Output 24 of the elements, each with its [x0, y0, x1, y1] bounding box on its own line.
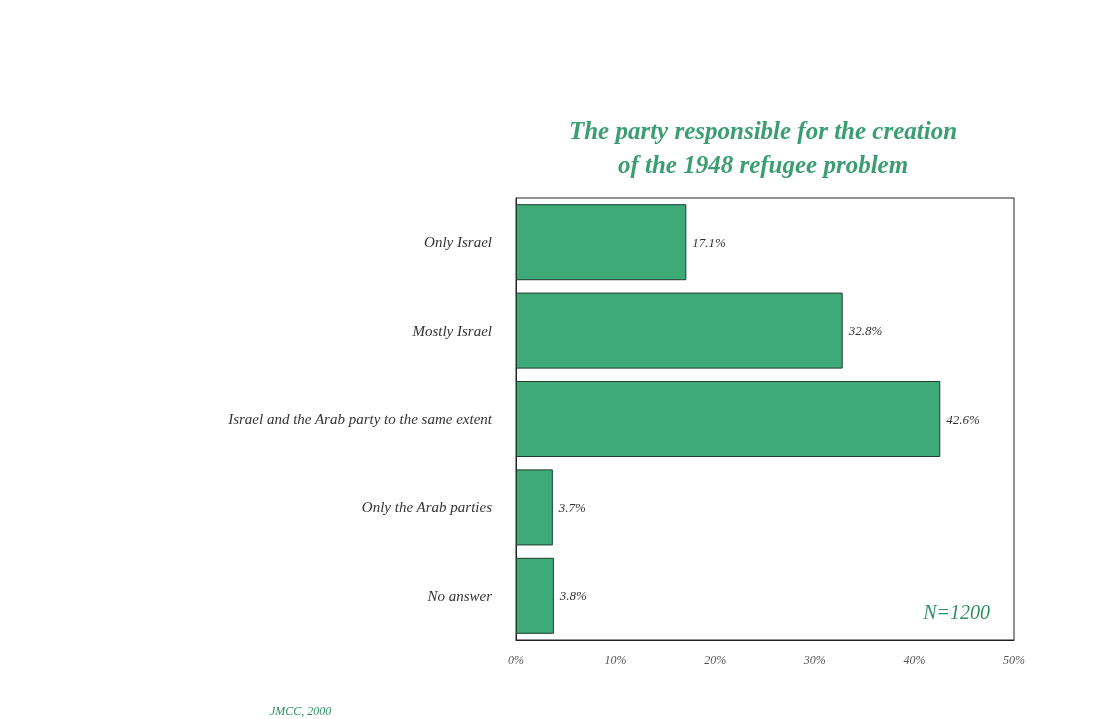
bar — [516, 469, 553, 546]
x-tick-label: 20% — [704, 653, 727, 667]
y-tick-label: No answer — [426, 587, 493, 604]
data-label: 3.7% — [557, 499, 587, 515]
y-tick-label: Only Israel — [424, 234, 492, 251]
x-tick-label: 10% — [604, 653, 627, 667]
y-tick-label: Only the Arab parties — [361, 499, 493, 516]
bar — [516, 380, 941, 458]
x-tick-label: 0% — [508, 653, 524, 667]
data-label: 3.8% — [558, 588, 588, 604]
x-tick-label: 50% — [1003, 653, 1025, 667]
bar — [516, 557, 554, 634]
data-label: 17.1% — [692, 234, 727, 250]
x-tick-label: 40% — [903, 653, 926, 667]
data-label: 42.6% — [946, 411, 981, 427]
data-label: 32.8% — [847, 323, 883, 339]
text: JMCC, 2000 — [270, 704, 332, 718]
x-tick-label: 30% — [802, 653, 826, 667]
bar — [516, 204, 687, 281]
y-tick-label: Israel and the Arab party to the same extent — [227, 411, 493, 427]
annotation: N=1200 — [922, 601, 991, 623]
bar — [516, 292, 843, 369]
y-tick-label: Mostly Israel — [411, 322, 492, 339]
chart-title: The party responsible for the creation of the 1948 refugee problem — [568, 116, 958, 178]
